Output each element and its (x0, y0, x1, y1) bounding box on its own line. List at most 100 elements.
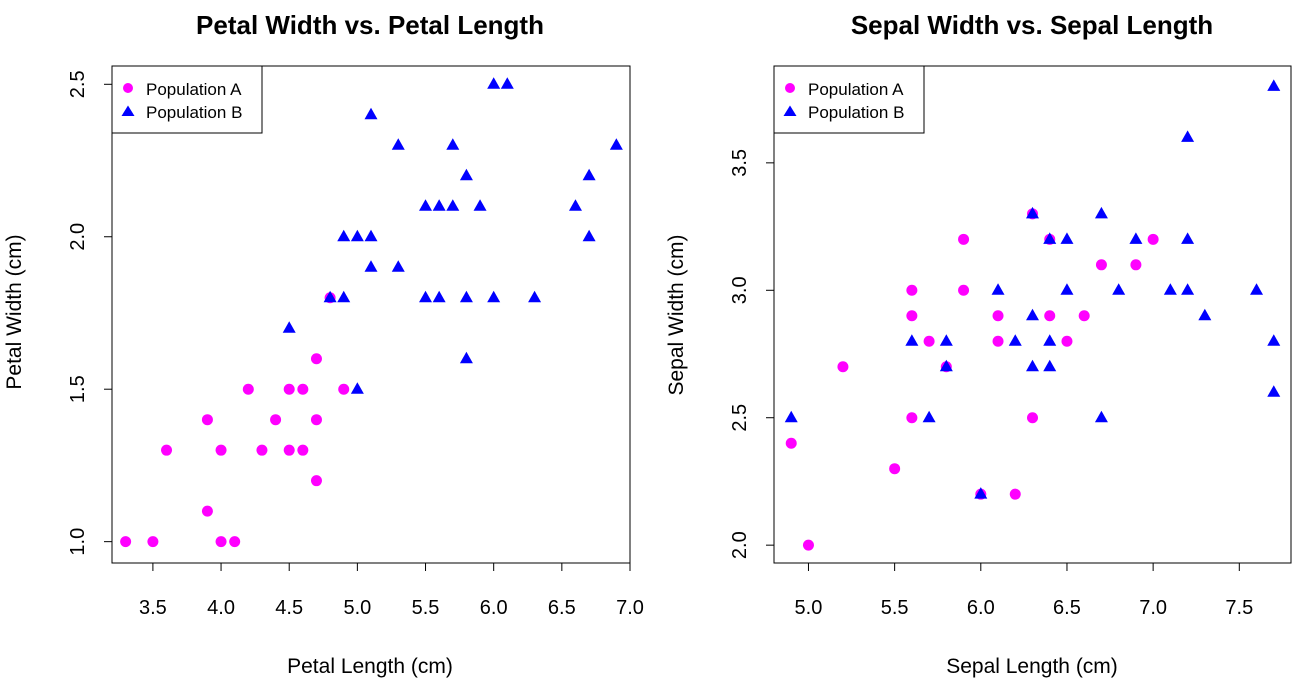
data-point-population-b (337, 229, 351, 242)
legend-label-population-a: Population A (808, 80, 904, 99)
chart-title: Petal Width vs. Petal Length (196, 10, 544, 40)
y-axis: 2.0 2.5 3.0 3.5 (729, 149, 774, 559)
data-point-population-b (1181, 130, 1195, 142)
data-point-population-b (905, 334, 919, 346)
data-point-population-b (939, 359, 953, 372)
data-point-population-a (906, 310, 918, 322)
data-point-population-a (992, 310, 1004, 322)
legend-label-population-b: Population B (808, 103, 904, 122)
y-tick-label: 3.0 (729, 276, 751, 304)
data-point-population-b (1008, 334, 1022, 346)
data-point-population-b (1181, 283, 1195, 295)
data-point-population-b (419, 290, 433, 303)
data-points (120, 77, 623, 548)
x-tick-label: 6.0 (480, 597, 508, 619)
data-point-population-b (1060, 232, 1074, 244)
data-point-population-b (350, 382, 364, 394)
data-point-population-b (1267, 385, 1281, 397)
data-point-population-a (1027, 412, 1038, 424)
data-point-population-a (992, 335, 1004, 347)
data-point-population-a (1147, 233, 1159, 245)
data-point-population-b (323, 290, 337, 303)
data-point-population-a (256, 444, 268, 456)
data-point-population-b (568, 199, 582, 211)
data-point-population-b (391, 138, 405, 150)
legend-label-population-b: Population B (146, 103, 242, 122)
data-point-population-b (364, 260, 378, 272)
data-point-population-b (473, 199, 487, 211)
data-point-population-b (1267, 79, 1281, 91)
data-point-population-b (582, 168, 596, 181)
data-point-population-b (1112, 283, 1126, 295)
x-tick-label: 7.0 (616, 597, 644, 619)
data-point-population-b (446, 138, 460, 150)
data-point-population-a (242, 383, 254, 395)
data-point-population-a (923, 335, 935, 347)
x-tick-label: 5.0 (343, 597, 371, 619)
data-point-population-b (784, 410, 798, 423)
y-axis-label: Petal Width (cm) (3, 234, 26, 389)
data-point-population-b (337, 290, 351, 303)
plot-frame (773, 65, 1292, 564)
x-tick-label: 3.5 (139, 597, 167, 619)
x-tick-label: 7.0 (1139, 597, 1167, 619)
x-tick-label: 5.0 (795, 597, 823, 619)
data-point-population-a (297, 383, 309, 395)
legend-box (111, 65, 263, 134)
data-point-population-a (310, 353, 322, 365)
x-tick-label: 4.5 (275, 597, 303, 619)
data-point-population-b (459, 168, 473, 181)
legend-marker-population-a (123, 83, 133, 93)
data-points (784, 79, 1281, 551)
data-point-population-b (350, 229, 364, 242)
data-point-population-b (1060, 283, 1074, 295)
data-point-population-a (1044, 310, 1056, 322)
data-point-population-b (459, 351, 473, 364)
y-tick-label: 2.5 (67, 70, 89, 98)
data-point-population-a (270, 414, 282, 426)
data-point-population-b (1026, 359, 1039, 372)
data-point-population-b (582, 229, 596, 242)
y-tick-label: 3.5 (729, 149, 751, 177)
data-point-population-a (229, 536, 241, 548)
legend-marker-population-a (785, 83, 795, 93)
data-point-population-a (201, 505, 213, 517)
data-point-population-a (837, 361, 849, 373)
data-point-population-b (609, 138, 623, 150)
chart-title: Sepal Width vs. Sepal Length (851, 10, 1213, 40)
legend-marker-population-b (783, 105, 797, 116)
data-point-population-b (1043, 359, 1057, 372)
data-point-population-b (974, 487, 988, 499)
data-point-population-b (459, 290, 473, 303)
y-tick-label: 2.0 (729, 531, 751, 559)
data-point-population-a (958, 233, 970, 245)
legend: Population A Population B (773, 65, 925, 134)
plot-frame (111, 65, 631, 564)
data-point-population-b (282, 321, 296, 333)
data-point-population-a (310, 475, 322, 487)
data-point-population-b (1094, 410, 1108, 423)
y-tick-label: 1.5 (67, 375, 89, 403)
y-tick-label: 1.0 (67, 528, 89, 556)
x-axis-label: Petal Length (cm) (287, 655, 453, 678)
legend-label-population-a: Population A (146, 80, 242, 99)
x-tick-label: 5.5 (881, 597, 909, 619)
data-point-population-b (364, 229, 378, 242)
x-tick-label: 5.5 (412, 597, 440, 619)
x-tick-label: 6.0 (967, 597, 995, 619)
chart-sepal: Sepal Width vs. Sepal Length 5.0 5.5 6.0 6.… (665, 10, 1292, 678)
data-point-population-a (906, 412, 918, 424)
data-point-population-a (338, 383, 350, 395)
data-point-population-b (1026, 206, 1039, 219)
data-point-population-a (215, 444, 227, 456)
data-point-population-a (1095, 259, 1107, 271)
data-point-population-a (147, 536, 159, 548)
chart-petal: Petal Width vs. Petal Length 3.5 4.0 4.5 5.… (3, 10, 644, 678)
y-tick-label: 2.0 (67, 223, 89, 251)
x-axis: 5.0 5.5 6.0 6.5 7.0 7.5 (795, 563, 1253, 619)
y-axis: 1.0 1.5 2.0 2.5 (67, 70, 112, 556)
data-point-population-a (958, 284, 970, 296)
data-point-population-b (500, 77, 514, 89)
data-point-population-a (161, 444, 173, 456)
data-point-population-b (487, 290, 501, 303)
